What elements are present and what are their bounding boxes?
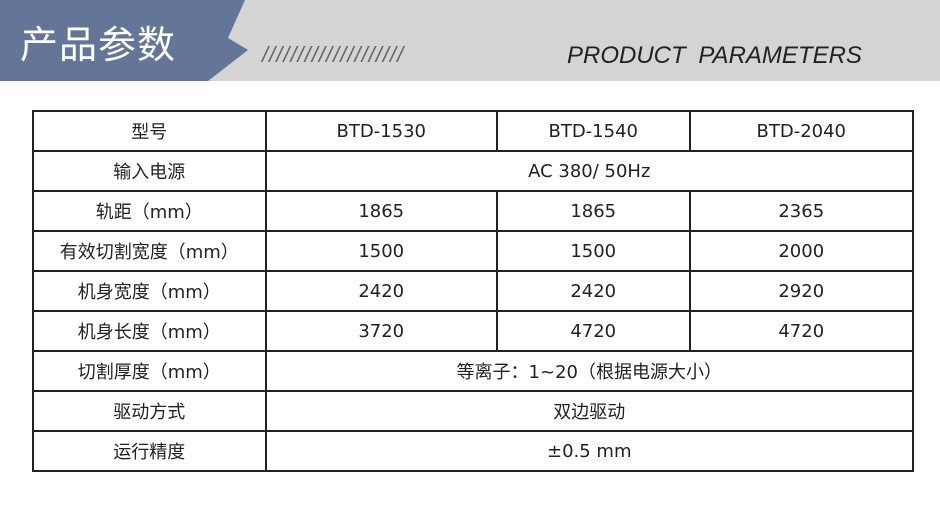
value-cell: 3720 [264, 310, 498, 352]
row-label: 运行精度 [32, 430, 267, 472]
decorative-slashes: //////////////////// [262, 42, 405, 67]
value-cell: 1500 [495, 230, 691, 272]
page-title: 产品参数 [20, 23, 177, 67]
table-header-row: 型号 BTD-1530 BTD-1540 BTD-2040 [32, 110, 915, 152]
table-row: 机身长度（mm） 3720 4720 4720 [32, 310, 915, 352]
table-row: 机身宽度（mm） 2420 2420 2920 [32, 270, 915, 312]
table-row: 有效切割宽度（mm） 1500 1500 2000 [32, 230, 915, 272]
row-label: 驱动方式 [32, 390, 267, 432]
value-cell: 1865 [495, 190, 691, 232]
row-label: 轨距（mm） [32, 190, 267, 232]
header-cell: 型号 [32, 110, 267, 152]
value-cell: 1865 [264, 190, 498, 232]
value-cell: 1500 [264, 230, 498, 272]
table-row: 驱动方式 双边驱动 [32, 390, 915, 432]
value-cell: 2000 [688, 230, 915, 272]
row-label: 有效切割宽度（mm） [32, 230, 267, 272]
value-cell: 2420 [264, 270, 498, 312]
table-row: 轨距（mm） 1865 1865 2365 [32, 190, 915, 232]
value-cell-merged: AC 380/ 50Hz [264, 150, 915, 192]
header-cell: BTD-2040 [688, 110, 915, 152]
value-cell: 2920 [688, 270, 915, 312]
row-label: 切割厚度（mm） [32, 350, 267, 392]
table-row: 运行精度 ±0.5 mm [32, 430, 915, 472]
value-cell: 4720 [688, 310, 915, 352]
value-cell-merged: ±0.5 mm [264, 430, 915, 472]
value-cell: 2420 [495, 270, 691, 312]
value-cell-merged: 双边驱动 [264, 390, 915, 432]
row-label: 输入电源 [32, 150, 267, 192]
parameters-table: 型号 BTD-1530 BTD-1540 BTD-2040 输入电源 AC 380… [32, 110, 915, 472]
row-label: 机身宽度（mm） [32, 270, 267, 312]
value-cell: 2365 [688, 190, 915, 232]
header-cell: BTD-1530 [264, 110, 498, 152]
title-badge [0, 0, 248, 81]
table-row: 输入电源 AC 380/ 50Hz [32, 150, 915, 192]
value-cell-merged: 等离子：1~20（根据电源大小） [264, 350, 915, 392]
page-subtitle: PRODUCT PARAMETERS [567, 42, 862, 69]
header-cell: BTD-1540 [495, 110, 691, 152]
value-cell: 4720 [495, 310, 691, 352]
row-label: 机身长度（mm） [32, 310, 267, 352]
table-row: 切割厚度（mm） 等离子：1~20（根据电源大小） [32, 350, 915, 392]
